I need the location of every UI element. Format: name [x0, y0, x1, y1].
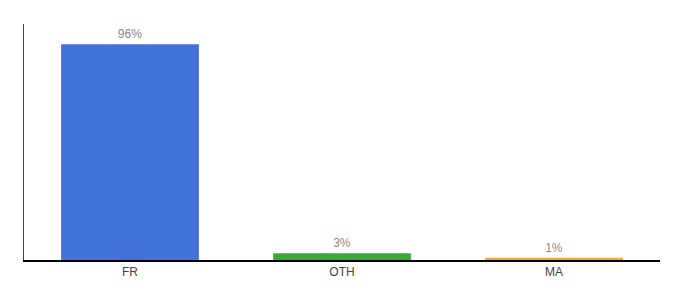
svg-text:OTH: OTH	[329, 265, 354, 279]
svg-text:FR: FR	[122, 265, 138, 279]
svg-text:MA: MA	[545, 265, 563, 279]
svg-text:3%: 3%	[333, 236, 351, 250]
svg-text:1%: 1%	[545, 241, 563, 255]
svg-text:96%: 96%	[118, 27, 142, 41]
